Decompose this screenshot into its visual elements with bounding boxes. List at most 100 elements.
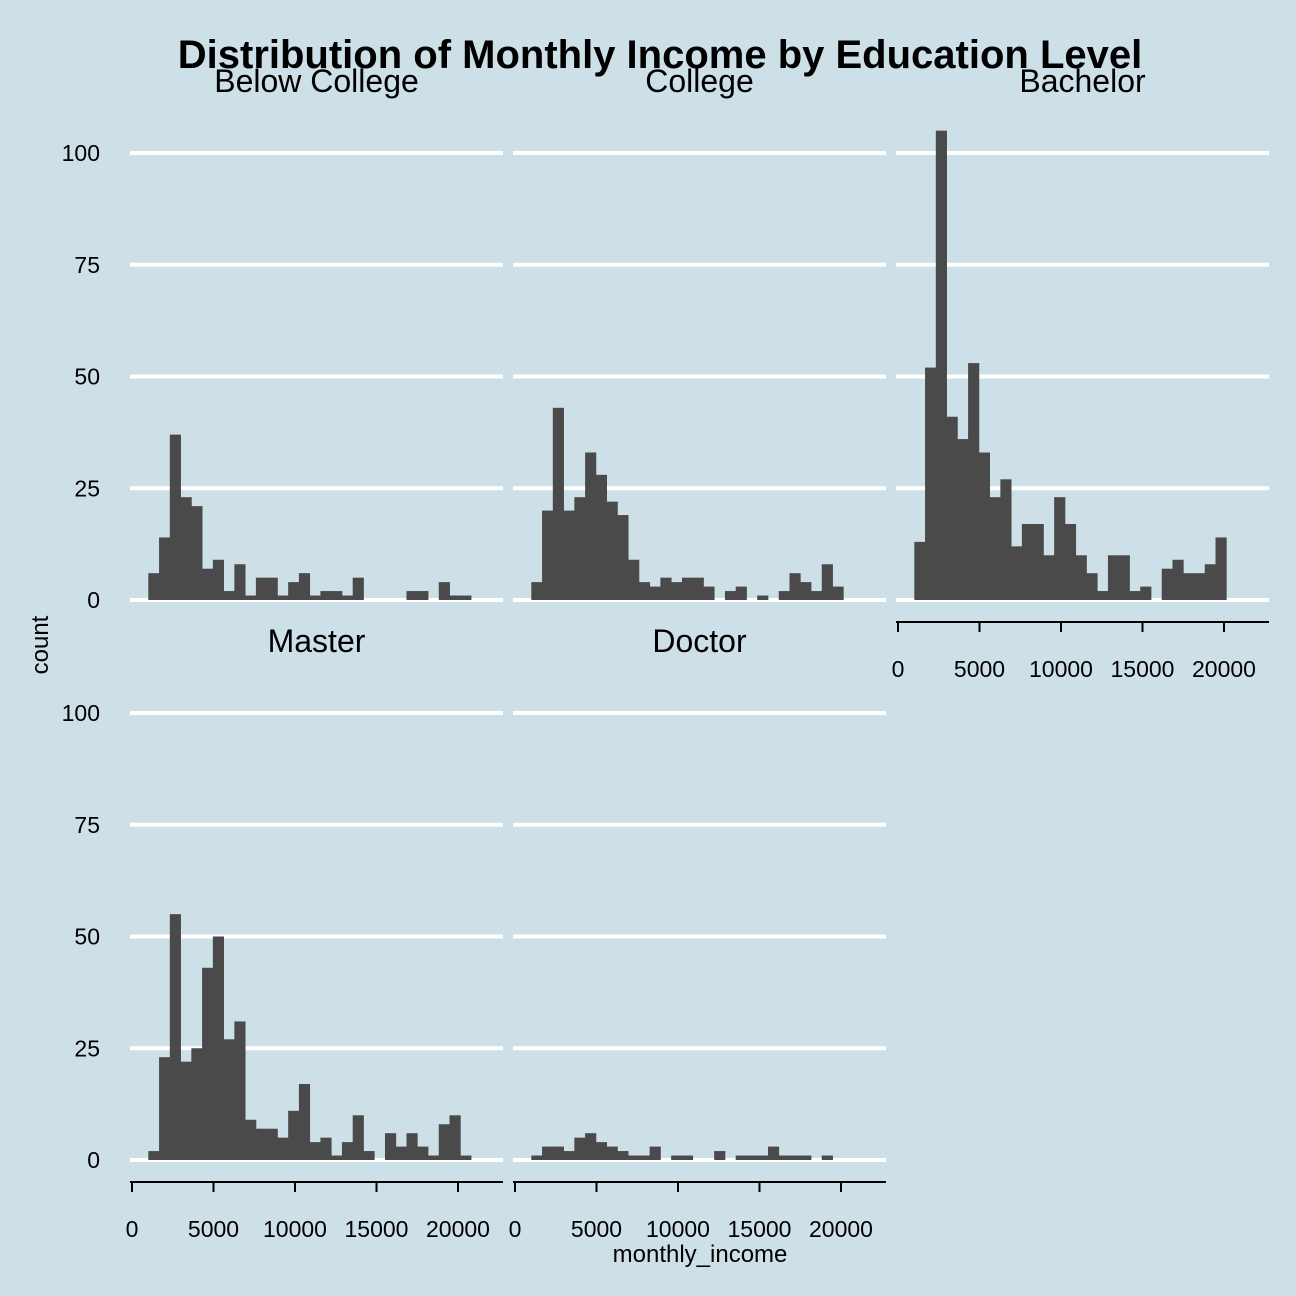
histogram-bar bbox=[1107, 555, 1120, 600]
y-axis-label: count bbox=[27, 615, 54, 674]
y-tick-label: 0 bbox=[87, 1147, 100, 1173]
histogram-bar bbox=[331, 1155, 343, 1160]
histogram-bar bbox=[606, 1146, 618, 1160]
x-tick-label: 15000 bbox=[345, 1216, 409, 1242]
histogram-bar bbox=[935, 130, 947, 600]
histogram-bar bbox=[438, 582, 450, 600]
histogram-bar bbox=[223, 1039, 235, 1160]
histogram-bar bbox=[914, 541, 926, 600]
histogram-bar bbox=[1011, 546, 1023, 600]
histogram-bar bbox=[1183, 573, 1195, 600]
histogram-bar bbox=[542, 510, 554, 600]
facet-strip-label: Below College bbox=[214, 63, 419, 99]
histogram-bar bbox=[563, 1151, 575, 1160]
histogram-bar bbox=[169, 434, 181, 600]
histogram-bar bbox=[148, 573, 160, 600]
x-tick-label: 15000 bbox=[728, 1216, 792, 1242]
histogram-bar bbox=[757, 1155, 769, 1160]
histogram-bar bbox=[724, 591, 737, 600]
histogram-bar bbox=[277, 595, 289, 600]
x-tick-label: 20000 bbox=[1192, 656, 1256, 682]
histogram-bar bbox=[159, 1057, 171, 1160]
facet-panel: College bbox=[513, 63, 886, 602]
x-tick-label: 10000 bbox=[263, 1216, 327, 1242]
histogram-bar bbox=[957, 439, 969, 600]
histogram-bar bbox=[384, 1133, 397, 1160]
x-tick-label: 20000 bbox=[809, 1216, 873, 1242]
histogram-bar bbox=[395, 1146, 407, 1160]
x-tick-label: 5000 bbox=[188, 1216, 239, 1242]
histogram-bar bbox=[617, 515, 629, 600]
histogram-bar bbox=[191, 506, 203, 600]
facet-strip-label: Bachelor bbox=[1019, 63, 1146, 99]
histogram-bar bbox=[1021, 524, 1034, 600]
histogram-bar bbox=[789, 573, 801, 600]
histogram-bar bbox=[331, 591, 343, 600]
histogram-bar bbox=[595, 474, 608, 600]
histogram-bar bbox=[671, 1155, 683, 1160]
facet-strip-label: College bbox=[645, 63, 754, 99]
histogram-bar bbox=[832, 586, 844, 600]
histogram-bar bbox=[628, 559, 640, 600]
histogram-bar bbox=[320, 1137, 332, 1160]
x-tick-label: 5000 bbox=[954, 656, 1005, 682]
histogram-bar bbox=[692, 577, 704, 600]
histogram-bar bbox=[552, 1146, 564, 1160]
histogram-bar bbox=[1075, 555, 1087, 600]
histogram-bar bbox=[767, 1146, 780, 1160]
x-tick-label: 0 bbox=[126, 1216, 139, 1242]
histogram-bar bbox=[531, 582, 543, 600]
histogram-bar bbox=[617, 1151, 629, 1160]
histogram-bar bbox=[191, 1048, 203, 1160]
histogram-bar bbox=[585, 452, 597, 600]
histogram-bar bbox=[1032, 524, 1044, 600]
histogram-bar bbox=[989, 497, 1001, 600]
histogram-bar bbox=[1054, 497, 1066, 600]
histogram-bar bbox=[714, 1151, 726, 1160]
histogram-bar bbox=[789, 1155, 801, 1160]
histogram-bar bbox=[638, 582, 651, 600]
x-tick-label: 10000 bbox=[1029, 656, 1093, 682]
histogram-bar bbox=[266, 577, 278, 600]
histogram-bar bbox=[574, 497, 586, 600]
x-tick-label: 20000 bbox=[426, 1216, 490, 1242]
histogram-bar bbox=[352, 577, 364, 600]
histogram-bar bbox=[800, 1155, 812, 1160]
histogram-bar bbox=[309, 595, 321, 600]
y-tick-label: 50 bbox=[74, 364, 100, 390]
y-tick-label: 25 bbox=[74, 1035, 100, 1061]
histogram-bar bbox=[778, 1155, 790, 1160]
x-tick-label: 15000 bbox=[1111, 656, 1175, 682]
histogram-bar bbox=[460, 1155, 472, 1160]
histogram-bar bbox=[1161, 568, 1173, 600]
histogram-bar bbox=[1086, 573, 1098, 600]
y-tick-label: 100 bbox=[62, 140, 100, 166]
histogram-bar bbox=[552, 407, 564, 600]
histogram-bar bbox=[821, 1155, 833, 1160]
histogram-bar bbox=[288, 1110, 300, 1160]
facet-strip-label: Doctor bbox=[652, 623, 747, 659]
histogram-bar bbox=[638, 1155, 651, 1160]
histogram-bar bbox=[1000, 479, 1012, 600]
histogram-bar bbox=[212, 559, 225, 600]
x-tick-label: 0 bbox=[892, 656, 905, 682]
x-tick-label: 10000 bbox=[646, 1216, 710, 1242]
histogram-bar bbox=[298, 1084, 311, 1160]
histogram-bar bbox=[202, 568, 214, 600]
histogram-bar bbox=[1194, 573, 1206, 600]
y-tick-label: 0 bbox=[87, 587, 100, 613]
histogram-bar bbox=[320, 591, 332, 600]
histogram-bar bbox=[460, 595, 472, 600]
chart-title: Distribution of Monthly Income by Educat… bbox=[178, 33, 1143, 77]
histogram-bar bbox=[169, 914, 181, 1160]
histogram-bar bbox=[288, 582, 300, 600]
histogram-bar bbox=[1118, 555, 1130, 600]
x-tick-label: 0 bbox=[509, 1216, 522, 1242]
histogram-bar bbox=[968, 363, 980, 600]
histogram-bar bbox=[406, 591, 418, 600]
histogram-bar bbox=[606, 501, 618, 600]
histogram-bar bbox=[341, 1142, 354, 1160]
histogram-bar bbox=[649, 1146, 661, 1160]
histogram-bar bbox=[649, 586, 661, 600]
